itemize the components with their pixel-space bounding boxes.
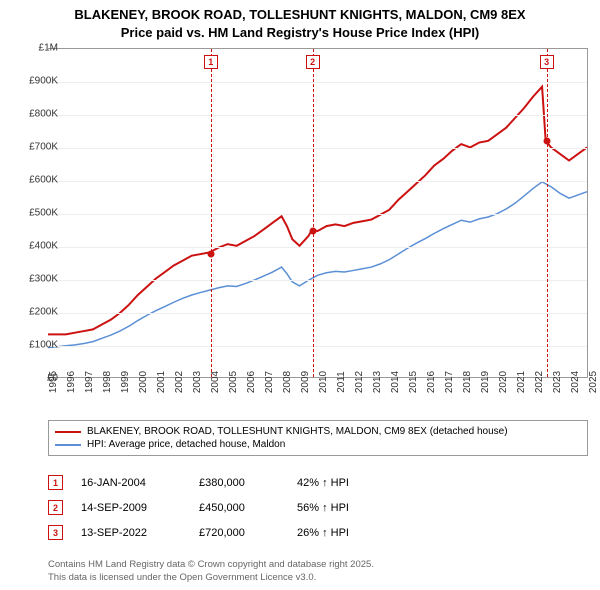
x-tick-label: 2010: [318, 371, 329, 393]
x-tick-label: 2004: [210, 371, 221, 393]
gridline: [48, 247, 587, 248]
x-tick-label: 1999: [120, 371, 131, 393]
marker-box: 2: [306, 55, 320, 69]
transaction-marker-box: 2: [48, 500, 63, 515]
transaction-date: 13-SEP-2022: [81, 527, 181, 539]
x-tick-label: 2013: [372, 371, 383, 393]
gridline: [48, 214, 587, 215]
transaction-row: 1 16-JAN-2004 £380,000 42% ↑ HPI: [48, 470, 588, 495]
attribution-line-2: This data is licensed under the Open Gov…: [48, 572, 588, 584]
gridline: [48, 280, 587, 281]
gridline: [48, 346, 587, 347]
y-tick-label: £300K: [29, 274, 58, 285]
transaction-date: 16-JAN-2004: [81, 477, 181, 489]
transactions-table: 1 16-JAN-2004 £380,000 42% ↑ HPI 2 14-SEP-200…: [48, 470, 588, 545]
x-tick-label: 2024: [570, 371, 581, 393]
gridline: [48, 181, 587, 182]
transaction-marker-box: 1: [48, 475, 63, 490]
transaction-price: £380,000: [199, 477, 279, 489]
y-tick-label: £100K: [29, 340, 58, 351]
legend-swatch: [55, 431, 81, 433]
y-tick-label: £700K: [29, 142, 58, 153]
x-tick-label: 2011: [336, 371, 347, 393]
x-tick-label: 2000: [138, 371, 149, 393]
x-tick-label: 2012: [354, 371, 365, 393]
marker-vline: [211, 49, 212, 377]
chart-plot-area: 1 2 3: [48, 48, 588, 378]
x-tick-label: 1998: [102, 371, 113, 393]
transaction-price: £450,000: [199, 502, 279, 514]
x-tick-label: 2016: [426, 371, 437, 393]
transaction-pct: 56% ↑ HPI: [297, 502, 588, 514]
gridline: [48, 313, 587, 314]
sale-point-dot: [543, 138, 550, 145]
x-tick-label: 2009: [300, 371, 311, 393]
attribution-text: Contains HM Land Registry data © Crown c…: [48, 559, 588, 584]
x-tick-label: 2019: [480, 371, 491, 393]
legend-swatch: [55, 444, 81, 446]
transaction-pct: 26% ↑ HPI: [297, 527, 588, 539]
transaction-pct: 42% ↑ HPI: [297, 477, 588, 489]
x-tick-label: 2006: [246, 371, 257, 393]
legend-label: BLAKENEY, BROOK ROAD, TOLLESHUNT KNIGHTS…: [87, 426, 508, 437]
y-tick-label: £900K: [29, 76, 58, 87]
attribution-line-1: Contains HM Land Registry data © Crown c…: [48, 559, 588, 571]
x-tick-label: 2023: [552, 371, 563, 393]
title-line-1: BLAKENEY, BROOK ROAD, TOLLESHUNT KNIGHTS…: [0, 6, 600, 24]
chart-title: BLAKENEY, BROOK ROAD, TOLLESHUNT KNIGHTS…: [0, 0, 600, 41]
y-tick-label: £600K: [29, 175, 58, 186]
legend-box: BLAKENEY, BROOK ROAD, TOLLESHUNT KNIGHTS…: [48, 420, 588, 456]
sale-point-dot: [207, 250, 214, 257]
title-line-2: Price paid vs. HM Land Registry's House …: [0, 24, 600, 42]
x-tick-label: 1996: [66, 371, 77, 393]
transaction-marker-box: 3: [48, 525, 63, 540]
transaction-row: 2 14-SEP-2009 £450,000 56% ↑ HPI: [48, 495, 588, 520]
legend-item: HPI: Average price, detached house, Mald…: [55, 438, 581, 451]
marker-vline: [547, 49, 548, 377]
x-tick-label: 2021: [516, 371, 527, 393]
marker-box: 3: [540, 55, 554, 69]
gridline: [48, 82, 587, 83]
transaction-price: £720,000: [199, 527, 279, 539]
x-tick-label: 2020: [498, 371, 509, 393]
x-tick-label: 2025: [588, 371, 599, 393]
transaction-row: 3 13-SEP-2022 £720,000 26% ↑ HPI: [48, 520, 588, 545]
x-tick-label: 2017: [444, 371, 455, 393]
x-tick-label: 2018: [462, 371, 473, 393]
y-tick-label: £1M: [39, 43, 58, 54]
x-tick-label: 1997: [84, 371, 95, 393]
y-tick-label: £500K: [29, 208, 58, 219]
series-line: [48, 87, 587, 335]
x-tick-label: 2002: [174, 371, 185, 393]
gridline: [48, 148, 587, 149]
y-tick-label: £200K: [29, 307, 58, 318]
sale-point-dot: [309, 227, 316, 234]
chart-svg: [48, 49, 587, 377]
x-tick-label: 2022: [534, 371, 545, 393]
legend-label: HPI: Average price, detached house, Mald…: [87, 439, 285, 450]
series-line: [48, 182, 587, 348]
y-tick-label: £400K: [29, 241, 58, 252]
x-tick-label: 2015: [408, 371, 419, 393]
x-tick-label: 2001: [156, 371, 167, 393]
x-tick-label: 2008: [282, 371, 293, 393]
x-tick-label: 2005: [228, 371, 239, 393]
x-tick-label: 1995: [48, 371, 59, 393]
x-tick-label: 2014: [390, 371, 401, 393]
transaction-date: 14-SEP-2009: [81, 502, 181, 514]
legend-item: BLAKENEY, BROOK ROAD, TOLLESHUNT KNIGHTS…: [55, 425, 581, 438]
marker-box: 1: [204, 55, 218, 69]
x-tick-label: 2007: [264, 371, 275, 393]
x-tick-label: 2003: [192, 371, 203, 393]
gridline: [48, 115, 587, 116]
marker-vline: [313, 49, 314, 377]
y-tick-label: £800K: [29, 109, 58, 120]
